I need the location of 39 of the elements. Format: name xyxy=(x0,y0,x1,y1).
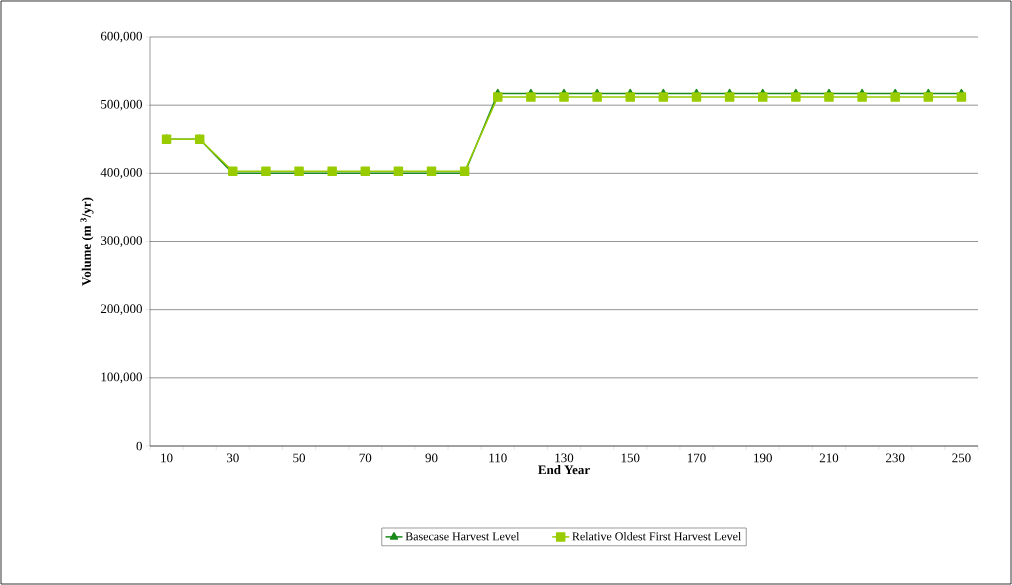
point xyxy=(890,92,900,102)
x-tick-label: 110 xyxy=(489,453,507,463)
x-tick-label: 130 xyxy=(555,453,574,463)
point xyxy=(658,92,669,102)
x-tick-label: 230 xyxy=(886,453,905,463)
legend-label: Basecase Harvest Level xyxy=(405,531,520,541)
point xyxy=(757,92,768,102)
point xyxy=(526,92,536,102)
point xyxy=(724,92,735,102)
point xyxy=(625,92,635,102)
point xyxy=(956,92,967,102)
point xyxy=(691,92,702,102)
x-tick-label: 70 xyxy=(359,453,372,463)
y-axis-title: Volume (m $^{3}$/yr) xyxy=(80,197,94,286)
y-tick-label: 300,000 xyxy=(101,236,142,247)
point xyxy=(559,92,569,102)
x-tick-label: 210 xyxy=(819,453,839,463)
x-axis-title: End Year xyxy=(538,465,590,475)
x-tick-label: 190 xyxy=(754,453,772,463)
x-tick-label: 90 xyxy=(425,453,438,463)
x-tick-label: 30 xyxy=(226,453,239,463)
x-tick-label: 250 xyxy=(952,453,971,463)
y-tick-label: 0 xyxy=(136,441,142,451)
legend-label: Relative Oldest First Harvest Level xyxy=(572,531,742,541)
y-tick-label: 400,000 xyxy=(100,168,142,179)
x-tick-label: 150 xyxy=(621,453,640,463)
point xyxy=(824,92,834,102)
y-tick-label: 500,000 xyxy=(101,99,142,111)
point xyxy=(923,92,934,102)
y-tick-label: 200,000 xyxy=(100,304,142,315)
y-tick-label: 100,000 xyxy=(101,372,142,384)
x-tick-label: 50 xyxy=(293,453,306,463)
point xyxy=(493,92,503,102)
point xyxy=(791,92,801,102)
x-tick-label: 10 xyxy=(161,453,173,463)
x-tick-label: 170 xyxy=(687,453,706,463)
y-tick-label: 600,000 xyxy=(100,31,142,43)
point xyxy=(592,92,602,102)
point xyxy=(857,92,867,102)
